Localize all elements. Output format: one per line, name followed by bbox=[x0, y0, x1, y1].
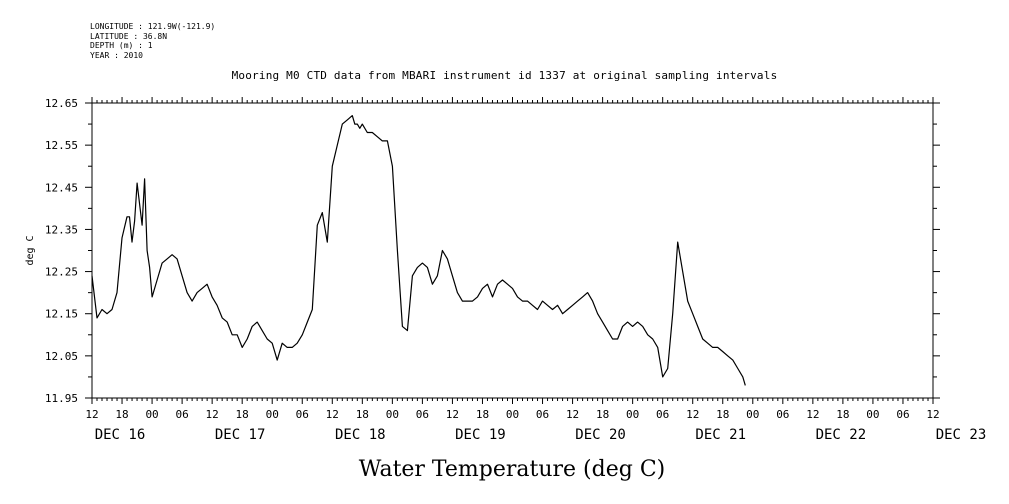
x-tick-label: 00 bbox=[386, 408, 399, 421]
x-tick-label: 06 bbox=[296, 408, 309, 421]
x-tick-label: 12 bbox=[326, 408, 339, 421]
x-tick-label: 12 bbox=[85, 408, 98, 421]
y-tick-label: 12.65 bbox=[45, 97, 78, 110]
x-day-label: DEC 16 bbox=[95, 427, 146, 443]
y-tick-label: 12.05 bbox=[45, 350, 78, 363]
x-day-label: DEC 23 bbox=[936, 427, 987, 443]
y-tick-label: 12.15 bbox=[45, 308, 78, 321]
x-tick-label: 18 bbox=[115, 408, 128, 421]
y-tick-label: 12.25 bbox=[45, 266, 78, 279]
x-tick-label: 18 bbox=[476, 408, 489, 421]
metadata-block: LONGITUDE : 121.9W(-121.9) LATITUDE : 36… bbox=[90, 22, 215, 60]
x-tick-label: 18 bbox=[836, 408, 849, 421]
x-day-label: DEC 21 bbox=[695, 427, 746, 443]
x-tick-label: 06 bbox=[656, 408, 669, 421]
x-tick-label: 12 bbox=[686, 408, 699, 421]
x-tick-label: 12 bbox=[446, 408, 459, 421]
x-tick-label: 06 bbox=[416, 408, 429, 421]
x-tick-label: 12 bbox=[806, 408, 819, 421]
x-tick-label: 12 bbox=[926, 408, 939, 421]
chart-title: Mooring M0 CTD data from MBARI instrumen… bbox=[231, 69, 778, 82]
x-axis-title: Water Temperature (deg C) bbox=[359, 457, 666, 482]
latitude-label: LATITUDE : 36.8N bbox=[90, 31, 168, 41]
x-day-label: DEC 22 bbox=[816, 427, 867, 443]
x-tick-label: 18 bbox=[236, 408, 249, 421]
x-tick-label: 12 bbox=[206, 408, 219, 421]
x-tick-label: 18 bbox=[716, 408, 729, 421]
x-tick-label: 06 bbox=[536, 408, 549, 421]
y-tick-label: 12.35 bbox=[45, 223, 78, 236]
x-tick-label: 06 bbox=[175, 408, 188, 421]
x-day-label: DEC 18 bbox=[335, 427, 386, 443]
y-tick-label: 12.55 bbox=[45, 139, 78, 152]
x-tick-label: 00 bbox=[506, 408, 519, 421]
x-day-label: DEC 20 bbox=[575, 427, 626, 443]
y-tick-label: 11.95 bbox=[45, 392, 78, 405]
x-tick-label: 00 bbox=[145, 408, 158, 421]
x-tick-label: 06 bbox=[896, 408, 909, 421]
x-tick-label: 18 bbox=[356, 408, 369, 421]
temperature-series-line bbox=[91, 114, 746, 386]
depth-label: DEPTH (m) : 1 bbox=[90, 41, 153, 51]
x-tick-label: 12 bbox=[566, 408, 579, 421]
x-tick-label: 18 bbox=[596, 408, 609, 421]
x-day-label: DEC 19 bbox=[455, 427, 506, 443]
x-tick-label: 06 bbox=[776, 408, 789, 421]
x-tick-label: 00 bbox=[746, 408, 759, 421]
longitude-label: LONGITUDE : 121.9W(-121.9) bbox=[90, 22, 216, 31]
x-tick-label: 00 bbox=[866, 408, 879, 421]
y-axis-label: deg C bbox=[25, 235, 36, 265]
x-tick-label: 00 bbox=[626, 408, 639, 421]
y-tick-label: 12.45 bbox=[45, 181, 78, 194]
x-day-label: DEC 17 bbox=[215, 427, 266, 443]
year-label: YEAR : 2010 bbox=[90, 50, 143, 60]
x-tick-label: 00 bbox=[266, 408, 279, 421]
plot-frame bbox=[91, 102, 934, 399]
